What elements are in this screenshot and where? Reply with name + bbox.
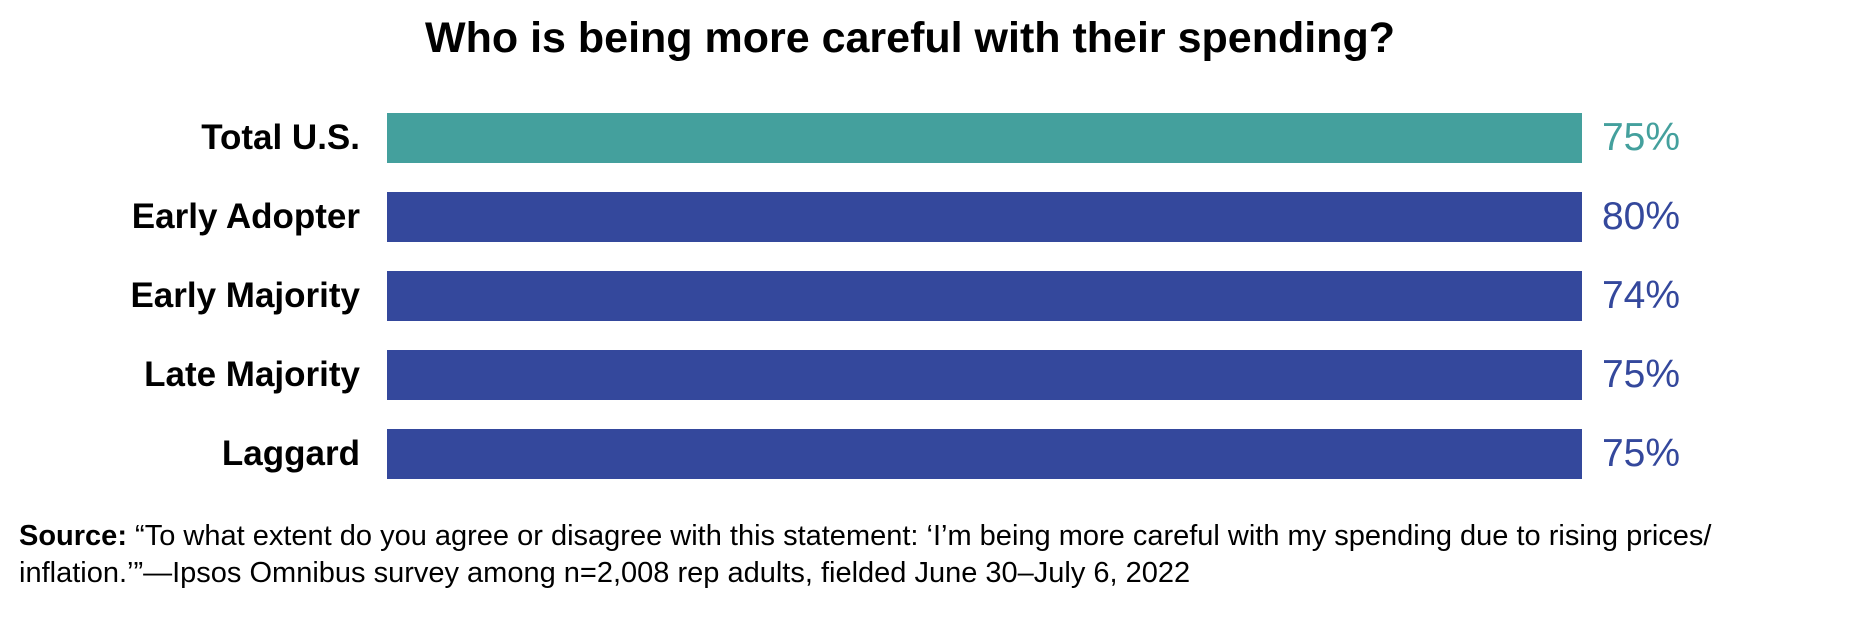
bar-track: 75% — [387, 113, 1680, 163]
value-label: 75% — [1601, 116, 1680, 159]
bar — [387, 113, 1582, 163]
value-label: 80% — [1601, 195, 1680, 238]
value-label: 74% — [1601, 274, 1680, 317]
bar — [387, 271, 1582, 321]
value-label: 75% — [1601, 353, 1680, 396]
bar — [387, 429, 1582, 479]
value-label: 75% — [1601, 432, 1680, 475]
bar-row: Total U.S. 75% — [0, 113, 1680, 163]
bar — [387, 192, 1582, 242]
category-label: Early Adopter — [131, 197, 360, 236]
category-label: Laggard — [221, 434, 360, 473]
bar-row: Laggard 75% — [0, 429, 1680, 479]
bar-row: Late Majority 75% — [0, 350, 1680, 400]
category-label: Late Majority — [144, 355, 360, 394]
bar-chart: Total U.S. 75% Early Adopter 80% Early M… — [0, 113, 1680, 479]
bar-row: Early Adopter 80% — [0, 192, 1680, 242]
bar — [387, 350, 1582, 400]
category-label: Early Majority — [130, 276, 360, 315]
bar-row: Early Majority 74% — [0, 271, 1680, 321]
source-line-1: “To what extent do you agree or disagree… — [126, 520, 1712, 552]
source-label: Source: — [19, 520, 127, 552]
source-note: Source: “To what extent do you agree or … — [19, 518, 1834, 592]
source-line-2: inflation.’”—Ipsos Omnibus survey among … — [19, 557, 1191, 589]
bar-track: 75% — [387, 350, 1680, 400]
bar-track: 80% — [387, 192, 1680, 242]
category-label: Total U.S. — [201, 118, 360, 157]
page-title: Who is being more careful with their spe… — [425, 14, 1395, 62]
bar-track: 75% — [387, 429, 1680, 479]
bar-track: 74% — [387, 271, 1680, 321]
